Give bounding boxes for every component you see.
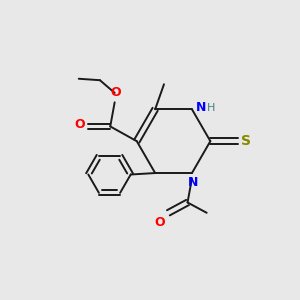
Text: O: O bbox=[110, 86, 121, 99]
Text: H: H bbox=[207, 103, 216, 113]
Text: N: N bbox=[196, 101, 206, 114]
Text: O: O bbox=[74, 118, 85, 131]
Text: O: O bbox=[154, 216, 165, 229]
Text: S: S bbox=[241, 134, 251, 148]
Text: N: N bbox=[188, 176, 199, 189]
